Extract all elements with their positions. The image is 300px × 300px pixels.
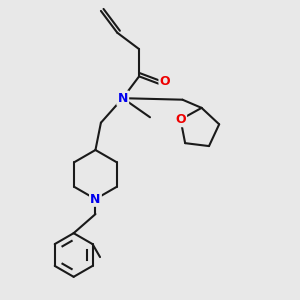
Text: O: O [175, 113, 186, 126]
Text: O: O [160, 75, 170, 88]
Text: N: N [118, 92, 128, 105]
Text: N: N [90, 193, 100, 206]
